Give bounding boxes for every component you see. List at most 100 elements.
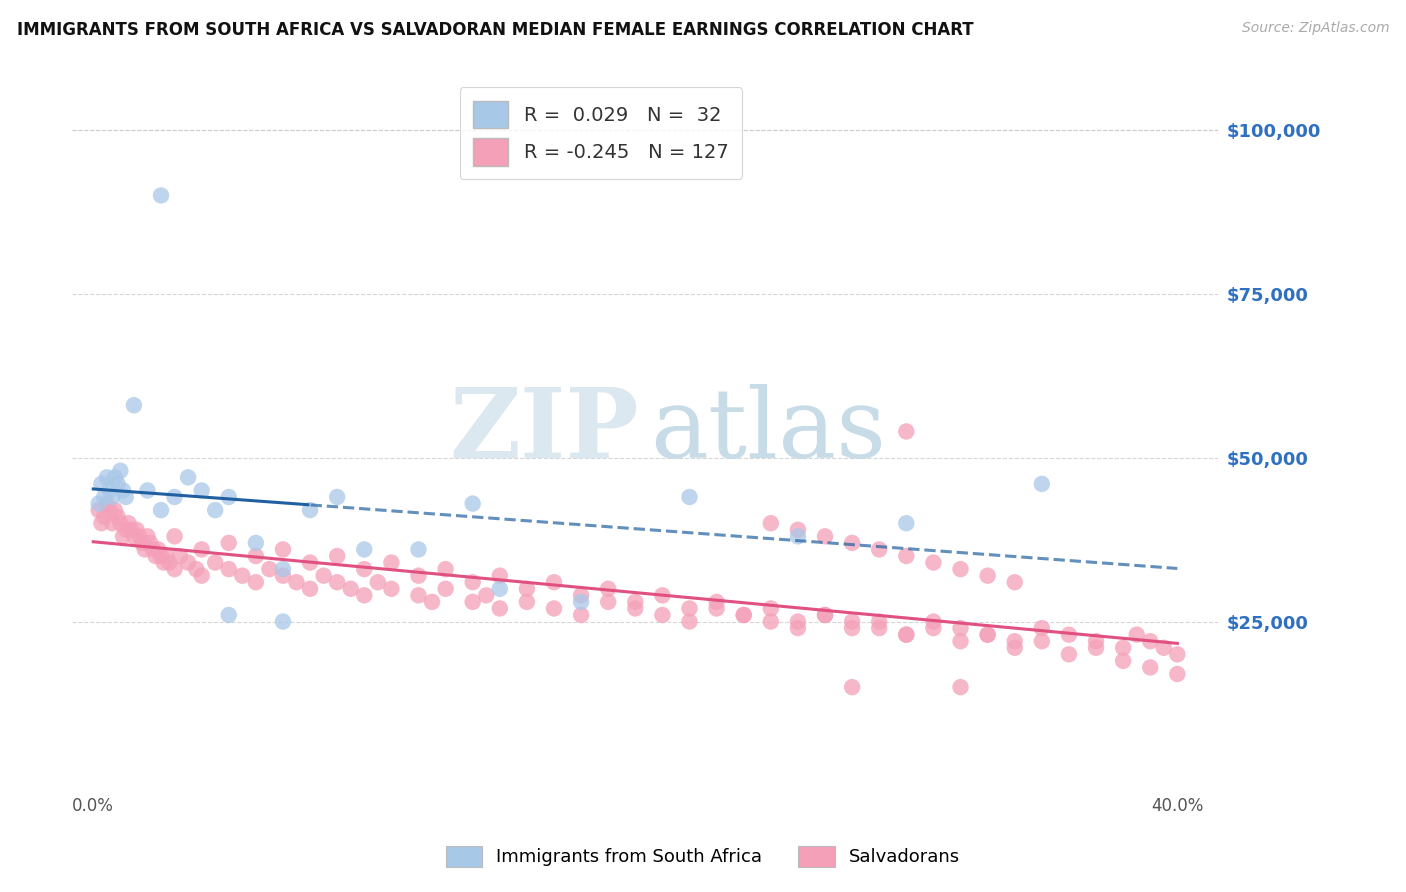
Point	[112, 483, 135, 498]
Text: atlas: atlas	[651, 384, 887, 478]
Point	[922, 621, 945, 635]
Point	[896, 425, 918, 439]
Point	[142, 542, 165, 557]
Point	[787, 529, 810, 543]
Point	[101, 516, 124, 531]
Point	[112, 529, 135, 543]
Point	[218, 607, 240, 622]
Point	[841, 621, 863, 635]
Point	[651, 607, 673, 622]
Point	[218, 562, 240, 576]
Point	[408, 588, 430, 602]
Point	[841, 615, 863, 629]
Point	[353, 588, 375, 602]
Point	[516, 595, 538, 609]
Point	[114, 523, 136, 537]
Point	[326, 575, 349, 590]
Point	[1004, 634, 1026, 648]
Point	[98, 483, 121, 498]
Point	[271, 568, 294, 582]
Point	[624, 595, 647, 609]
Point	[976, 628, 998, 642]
Point	[326, 549, 349, 563]
Point	[706, 601, 728, 615]
Point	[1112, 654, 1135, 668]
Point	[408, 542, 430, 557]
Point	[122, 398, 145, 412]
Point	[488, 601, 510, 615]
Point	[461, 497, 484, 511]
Point	[155, 549, 177, 563]
Point	[598, 595, 620, 609]
Point	[134, 542, 156, 557]
Point	[93, 490, 115, 504]
Point	[245, 536, 267, 550]
Point	[868, 542, 890, 557]
Legend: R =  0.029   N =  32, R = -0.245   N = 127: R = 0.029 N = 32, R = -0.245 N = 127	[460, 87, 742, 179]
Point	[922, 615, 945, 629]
Point	[461, 575, 484, 590]
Point	[868, 615, 890, 629]
Point	[896, 628, 918, 642]
Point	[90, 516, 112, 531]
Point	[177, 470, 200, 484]
Point	[787, 523, 810, 537]
Point	[150, 503, 173, 517]
Point	[569, 588, 592, 602]
Point	[543, 601, 565, 615]
Point	[461, 595, 484, 609]
Point	[380, 582, 402, 596]
Point	[569, 595, 592, 609]
Point	[1031, 634, 1053, 648]
Point	[624, 601, 647, 615]
Point	[1153, 640, 1175, 655]
Point	[896, 549, 918, 563]
Point	[148, 542, 170, 557]
Point	[1112, 640, 1135, 655]
Point	[96, 497, 118, 511]
Point	[678, 615, 700, 629]
Point	[1057, 648, 1080, 662]
Point	[488, 568, 510, 582]
Point	[218, 536, 240, 550]
Point	[1031, 476, 1053, 491]
Point	[139, 536, 162, 550]
Point	[1085, 634, 1108, 648]
Point	[1139, 634, 1161, 648]
Point	[896, 516, 918, 531]
Point	[1057, 628, 1080, 642]
Point	[678, 490, 700, 504]
Point	[190, 542, 212, 557]
Point	[101, 490, 124, 504]
Point	[163, 529, 186, 543]
Point	[190, 568, 212, 582]
Point	[163, 562, 186, 576]
Point	[186, 562, 208, 576]
Point	[814, 607, 837, 622]
Point	[976, 628, 998, 642]
Point	[678, 601, 700, 615]
Point	[110, 464, 132, 478]
Point	[98, 503, 121, 517]
Point	[949, 680, 972, 694]
Legend: Immigrants from South Africa, Salvadorans: Immigrants from South Africa, Salvadoran…	[439, 838, 967, 874]
Point	[120, 523, 142, 537]
Point	[408, 568, 430, 582]
Text: Source: ZipAtlas.com: Source: ZipAtlas.com	[1241, 21, 1389, 36]
Point	[339, 582, 361, 596]
Point	[488, 582, 510, 596]
Point	[271, 615, 294, 629]
Point	[420, 595, 443, 609]
Point	[475, 588, 498, 602]
Point	[90, 476, 112, 491]
Point	[759, 516, 782, 531]
Point	[136, 483, 159, 498]
Point	[896, 628, 918, 642]
Point	[107, 509, 129, 524]
Point	[136, 529, 159, 543]
Point	[114, 490, 136, 504]
Point	[299, 556, 322, 570]
Point	[285, 575, 308, 590]
Point	[1085, 640, 1108, 655]
Point	[868, 621, 890, 635]
